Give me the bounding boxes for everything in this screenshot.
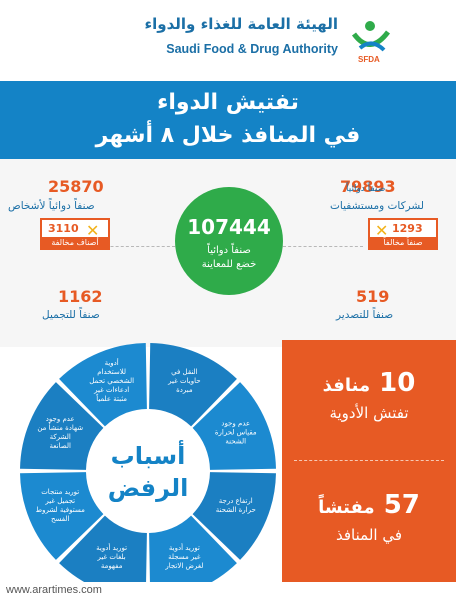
cosmetic-label: صنفاً للتجميل (42, 309, 100, 321)
reason-label: أدوية للاستخدام الشخصي تحمل ادعاءات غير مثبت… (89, 358, 134, 403)
ports-count-label: تفتش الأدوية (329, 404, 409, 422)
footer: www.arartimes.com (0, 582, 456, 600)
org-name-english: Saudi Food & Drug Authority (166, 42, 338, 56)
reason-segment (149, 515, 237, 599)
companies-label1: صنفاً دوائياً (346, 184, 386, 194)
divider (283, 246, 363, 247)
org-name-arabic: الهيئة العامة للغذاء والدواء (144, 15, 338, 33)
header: الهيئة العامة للغذاء والدواء Saudi Food … (0, 0, 456, 80)
ports-count-label-top: منافذ (322, 375, 371, 396)
source-url: www.arartimes.com (6, 584, 102, 596)
reason-segment (192, 472, 276, 560)
total-inspected-label1: صنفاً دوائياً (207, 245, 251, 256)
reason-label: توريد أدوية غير مسجلة لغرض الاتجار (164, 543, 203, 570)
individuals-violations-label: أصناف مخالفة (42, 237, 108, 248)
companies-label2: لشركات ومستشفيات (330, 200, 424, 212)
reason-segment (149, 343, 237, 427)
total-inspected-label2: خضع للمعاينة (201, 259, 257, 270)
individuals-violations-badge: 3110 ✕ أصناف مخالفة (40, 218, 110, 250)
inspectors-value: 57 (383, 490, 420, 520)
total-inspected-value: 107444 (187, 215, 271, 239)
individuals-value: 25870 (48, 177, 104, 196)
reason-segment (20, 382, 104, 470)
warning-x-icon: ✕ (375, 221, 389, 240)
title-banner: تفتيش الدواء في المنافذ خلال ٨ أشهر (0, 81, 456, 159)
inspectors-row: 57 مفتشاً (282, 490, 456, 520)
ports-count-row: 10 منافذ (282, 368, 456, 398)
ports-panel: 10 منافذ تفتش الأدوية 57 مفتشاً في المنا… (282, 340, 456, 582)
companies-value: 79893 (340, 177, 396, 196)
banner-title-line2: في المنافذ خلال ٨ أشهر (95, 123, 361, 148)
reason-label: النقل في حاويات غير مبردة (167, 368, 200, 394)
reason-segment (192, 382, 276, 470)
reason-label: عدم وجود شهادة منشأ من الشركة الصانعة (37, 415, 83, 450)
divider (90, 246, 175, 247)
individuals-violations-value: 3110 (48, 222, 79, 235)
ports-count-value: 10 (379, 368, 416, 398)
companies-violations-badge: ✕ 1293 صنفاً مخالفاً (368, 218, 438, 250)
warning-x-icon: ✕ (86, 221, 100, 240)
wheel-segments: النقل في حاويات غير مبردة عدم وجود مقياس لحر… (20, 343, 276, 599)
reason-segment (59, 343, 147, 427)
inspectors-label-top: مفتشاً (318, 497, 375, 518)
rejection-reasons-wheel: النقل في حاويات غير مبردة عدم وجود مقياس لحر… (20, 343, 276, 599)
export-label: صنفاً للتصدير (336, 309, 394, 321)
export-value: 519 (356, 287, 390, 306)
inspectors-label: في المنافذ (336, 526, 402, 544)
reason-label: توريد أدوية بلغات غير مفهومة (96, 543, 127, 570)
cosmetic-value: 1162 (58, 287, 103, 306)
reason-label: عدم وجود مقياس لحرارة الشحنة (215, 420, 257, 446)
reasons-title-line2: الرفض (108, 474, 189, 502)
total-inspected-circle: 107444 صنفاً دوائياً خضع للمعاينة (175, 187, 283, 295)
banner-title-line1: تفتيش الدواء (157, 90, 299, 115)
divider (294, 460, 444, 461)
individuals-label: صنفاً دوائياً لأشخاص (8, 200, 95, 212)
reason-segment (59, 515, 147, 599)
sfda-logo-icon: SFDA (351, 21, 390, 64)
companies-violations-value: 1293 (392, 222, 423, 235)
wheel-center (88, 411, 208, 531)
reasons-title-line1: أسباب (111, 440, 186, 470)
reason-segment (20, 472, 104, 560)
reason-label: ارتفاع درجة حرارة الشحنة (216, 497, 256, 514)
companies-violations-label: صنفاً مخالفاً (370, 237, 436, 248)
reason-label: توريد منتجات تجميل غير مستوفية لشروط الفسح (36, 488, 86, 523)
svg-text:SFDA: SFDA (358, 55, 380, 64)
